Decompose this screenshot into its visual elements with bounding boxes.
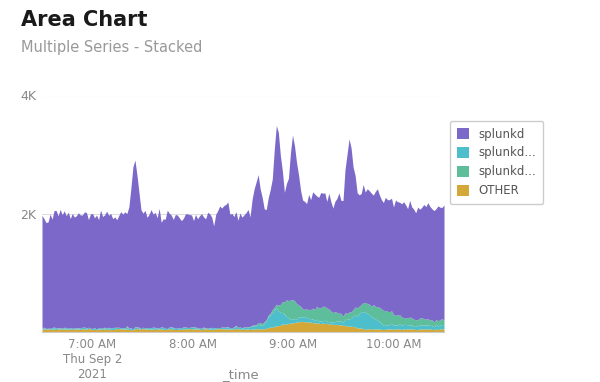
Text: Area Chart: Area Chart: [21, 10, 148, 29]
Legend: splunkd, splunkd..., splunkd..., OTHER: splunkd, splunkd..., splunkd..., OTHER: [450, 120, 543, 204]
Text: Multiple Series - Stacked: Multiple Series - Stacked: [21, 40, 202, 55]
Text: _time: _time: [221, 368, 259, 381]
